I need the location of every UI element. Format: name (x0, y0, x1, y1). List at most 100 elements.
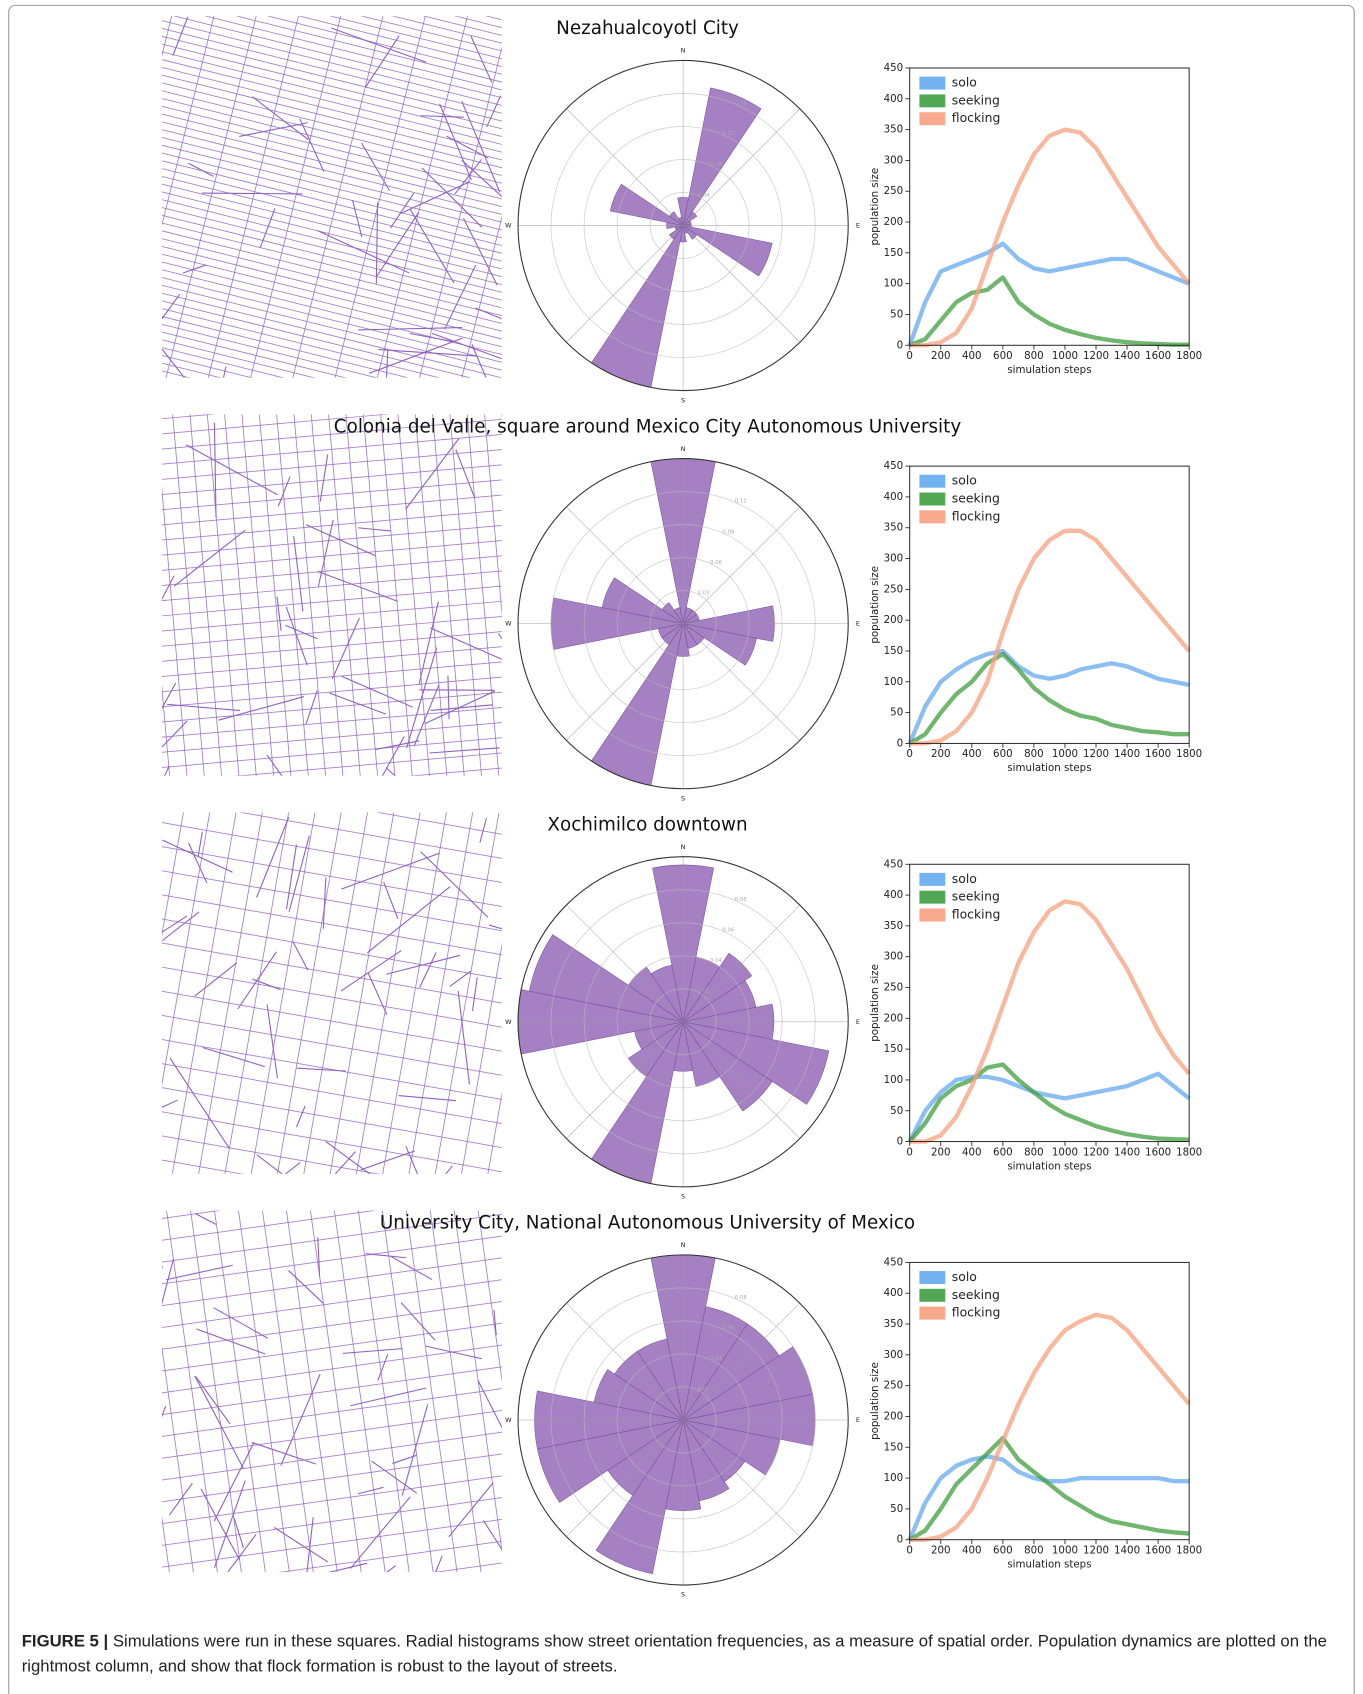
street (133, 1406, 165, 1492)
street (81, 40, 625, 176)
street (267, 1004, 277, 1078)
street (196, 1329, 265, 1354)
x-tick-label: 600 (993, 1146, 1013, 1158)
street (390, 1256, 432, 1280)
x-tick-label: 1600 (1145, 1146, 1171, 1158)
street (83, 681, 180, 1234)
x-tick-label: 400 (962, 1146, 982, 1158)
street (76, 847, 635, 896)
street (438, 1093, 516, 1649)
street (46, 995, 599, 1092)
street (30, 245, 574, 381)
street (23, 274, 567, 410)
street (287, 845, 297, 909)
street (252, 979, 280, 990)
x-tick-label: 1200 (1083, 748, 1109, 760)
caption: FIGURE 5 | Simulations were run in these… (22, 1629, 1344, 1679)
legend-swatch (919, 475, 945, 488)
street (358, 328, 462, 330)
street (51, 1330, 607, 1408)
x-tick-label: 600 (993, 350, 1013, 362)
y-tick-label: 150 (884, 247, 904, 259)
chart-title: University City, National Autonomous Uni… (380, 1213, 915, 1234)
street (156, 1132, 234, 1688)
direction-label: N (681, 1241, 686, 1249)
street (458, 991, 469, 1084)
street (60, 1395, 616, 1473)
legend-swatch (919, 1289, 945, 1302)
radial-tick-label: 0.04 (710, 958, 723, 964)
street (320, 1109, 398, 1665)
street (485, 1086, 563, 1642)
street (27, 259, 571, 395)
y-tick-label: 300 (884, 951, 904, 963)
street (214, 1442, 254, 1521)
x-tick-label: 1400 (1114, 1146, 1140, 1158)
x-tick-label: 200 (931, 350, 951, 362)
street (62, 682, 621, 731)
street (64, 712, 623, 761)
street (15, 1152, 93, 1694)
direction-label: S (681, 396, 685, 404)
x-tick-label: 1200 (1083, 1544, 1109, 1556)
chart-title: Nezahualcoyotl City (556, 18, 739, 39)
street (250, 1119, 328, 1675)
x-tick-label: 0 (906, 350, 913, 362)
street (543, 294, 592, 853)
radial-tick-label: 0.16 (735, 101, 748, 107)
street (363, 731, 460, 1284)
street (29, 306, 588, 355)
direction-label: S (681, 794, 685, 802)
y-tick-label: 450 (884, 1256, 904, 1268)
y-axis-label: population size (869, 1362, 881, 1440)
street (83, 32, 627, 168)
street (72, 76, 616, 212)
legend-label: solo (952, 1269, 977, 1284)
street (420, 952, 436, 987)
series-line (910, 244, 1189, 346)
street (0, 0, 127, 401)
x-axis-label: simulation steps (1007, 762, 1091, 774)
figure: FIGURE 5 | Simulations were run in these… (0, 0, 1363, 1694)
rose-wedge (591, 624, 683, 786)
street (414, 740, 511, 1293)
x-tick-label: 400 (962, 1544, 982, 1556)
chart-title: Colonia del Valle, square around Mexico … (334, 416, 962, 437)
x-tick-label: 600 (993, 1544, 1013, 1556)
street (203, 1126, 281, 1682)
legend-swatch (919, 1307, 945, 1320)
street (45, 486, 604, 535)
street (67, 742, 626, 791)
y-tick-label: 400 (884, 889, 904, 901)
street (402, 1405, 427, 1496)
street (59, 127, 603, 263)
street (70, 772, 629, 821)
legend-label: flocking (952, 110, 1001, 125)
street (79, 335, 128, 894)
y-tick-label: 250 (884, 1380, 904, 1392)
street (34, 230, 578, 366)
street (112, 721, 187, 799)
street (252, 97, 308, 140)
street (376, 203, 377, 284)
street (417, 1556, 443, 1619)
x-tick-label: 0 (906, 748, 913, 760)
street (61, 120, 605, 256)
x-tick-label: 1000 (1052, 350, 1078, 362)
series-line (910, 1438, 1189, 1540)
street (134, 690, 231, 1243)
x-tick-label: 1400 (1114, 1544, 1140, 1556)
street (469, 0, 605, 520)
radial-tick-label: 0.06 (722, 1326, 735, 1332)
x-tick-label: 600 (993, 748, 1013, 760)
street (377, 212, 419, 276)
street (185, 699, 282, 1252)
y-tick-label: 350 (884, 522, 904, 534)
y-tick-label: 50 (890, 1105, 903, 1117)
street (293, 942, 308, 970)
street (320, 454, 327, 501)
x-tick-label: 1200 (1083, 1146, 1109, 1158)
street (386, 955, 460, 974)
y-tick-label: 200 (884, 1012, 904, 1024)
street (210, 704, 307, 1257)
